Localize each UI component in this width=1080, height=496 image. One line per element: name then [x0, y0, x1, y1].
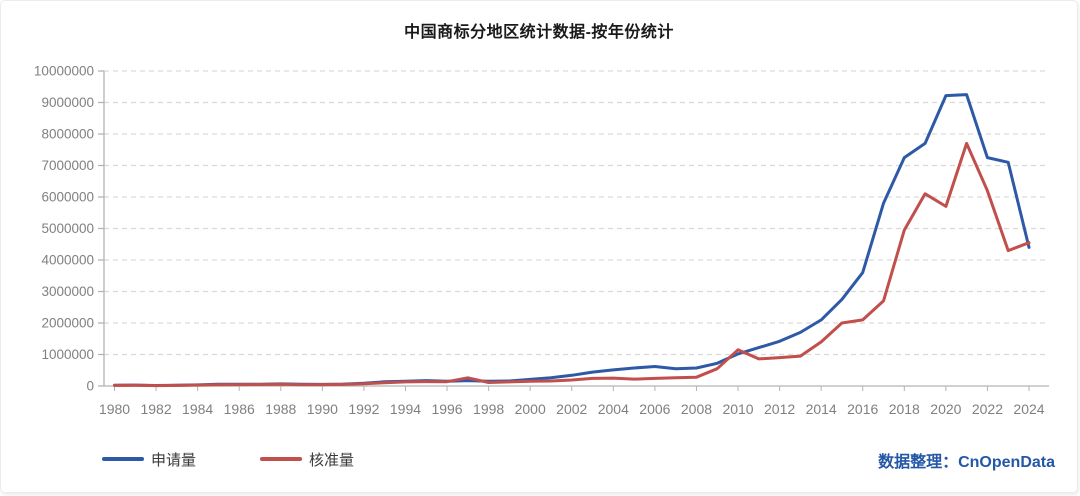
x-axis-tick-label: 2006	[639, 401, 670, 417]
x-tick-labels: 1980 1982 1984 1986 1988 1990 1992 1994 1996 1998…	[99, 386, 1045, 417]
x-axis-tick-label: 2018	[889, 401, 920, 417]
series-line-applications	[113, 93, 1031, 387]
x-axis-tick-label: 2014	[806, 401, 837, 417]
x-axis-tick-label: 2002	[556, 401, 587, 417]
y-gridlines	[104, 70, 1049, 356]
x-axis-tick-label: 2012	[764, 401, 795, 417]
x-axis-tick-label: 1986	[224, 401, 255, 417]
y-axis-tick-label: 4000000	[41, 253, 94, 268]
x-axis-tick-label: 1996	[431, 401, 462, 417]
y-axis-tick-label: 3000000	[41, 284, 94, 299]
x-axis-tick-label: 2004	[598, 401, 629, 417]
legend-label-approvals: 核准量	[309, 451, 355, 469]
legend-item-approvals: 核准量	[260, 449, 354, 470]
legend-label-applications: 申请量	[151, 451, 197, 469]
x-axis-tick-label: 2024	[1013, 401, 1044, 417]
y-axis-tick-label: 10000000	[34, 64, 94, 79]
x-axis-tick-label: 1984	[182, 401, 213, 417]
y-axis-tick-label: 0	[86, 379, 94, 394]
x-axis-tick-label: 2010	[722, 401, 753, 417]
x-axis-tick-label: 1992	[348, 401, 379, 417]
x-axis-tick-label: 2000	[515, 401, 546, 417]
x-axis-tick-label: 1980	[99, 401, 130, 417]
chart-title: 中国商标分地区统计数据-按年份统计	[404, 24, 674, 41]
x-axis-tick-label: 1994	[390, 401, 421, 417]
y-axis-tick-label: 1000000	[41, 347, 94, 362]
applications-line-swatch	[102, 456, 144, 462]
approvals-line-swatch	[260, 456, 303, 462]
x-axis-tick-label: 2008	[681, 401, 712, 417]
y-axis-tick-label: 6000000	[41, 190, 94, 205]
x-axis-tick-label: 1988	[265, 401, 296, 417]
legend-item-applications: 申请量	[102, 449, 196, 470]
y-tick-labels: 0 1000000 2000000 3000000 4000000 5000000 6000…	[34, 64, 104, 394]
series-line-approvals	[113, 141, 1031, 388]
y-axis-tick-label: 5000000	[41, 221, 94, 236]
data-source-credit: 数据整理：CnOpenData	[878, 454, 1055, 471]
x-axis-tick-label: 2022	[972, 401, 1003, 417]
y-axis-tick-label: 2000000	[41, 316, 94, 331]
x-axis-tick-label: 1998	[473, 401, 504, 417]
y-axis-tick-label: 9000000	[41, 95, 94, 110]
y-axis-tick-label: 7000000	[41, 158, 94, 173]
chart-legend: 申请量 核准量	[102, 445, 354, 473]
y-axis-tick-label: 8000000	[41, 127, 94, 142]
x-axis-tick-label: 2020	[930, 401, 961, 417]
x-axis-tick-label: 2016	[847, 401, 878, 417]
x-axis-tick-label: 1990	[307, 401, 338, 417]
x-axis-tick-label: 1982	[140, 401, 171, 417]
